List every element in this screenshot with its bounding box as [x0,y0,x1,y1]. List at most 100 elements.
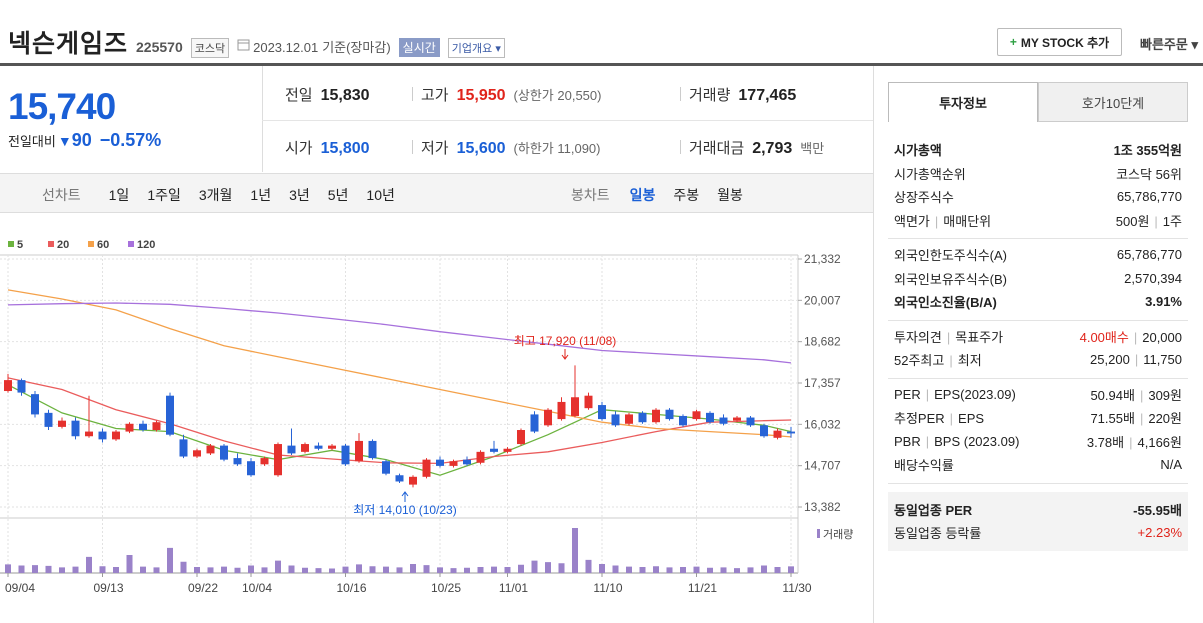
side-group: 외국인한도주식수(A) 65,786,770 외국인보유주식수(B) 2,570,39… [888,239,1188,321]
label-part: PER [894,386,921,402]
legend-label: 60 [97,239,109,251]
volume-bar [396,567,403,573]
candle-body [233,458,242,465]
quick-order[interactable]: 빠른주문 ▾ [1140,37,1198,52]
value-part: 65,786,770 [1116,247,1182,263]
header-rule [0,63,1203,66]
volume-bar [653,566,659,573]
date: 2023.12.01 [253,40,319,55]
cell-separator [412,140,413,154]
value-part: 4.00매수 [1079,329,1129,345]
side-row: 외국인보유주식수(B) 2,570,394 [888,267,1188,291]
candle-body [44,412,53,427]
quote-cell: 거래량 177,465 [689,84,796,105]
value-part: +2.23% [1137,525,1182,541]
separator: | [1134,352,1139,368]
calendar-icon [237,39,250,51]
volume-bar [707,567,713,573]
volume-bar [558,563,565,573]
side-label: 시가총액순위 [894,164,966,183]
tab[interactable]: 투자정보 [888,82,1038,122]
cell-value: 15,950 [456,87,506,104]
volume-bar [86,556,92,573]
candle-body [152,422,161,431]
period-option[interactable]: 3년 [289,187,310,203]
period-option[interactable]: 1년 [250,187,272,203]
volume-bar [99,566,106,573]
volume-bar [221,566,227,573]
period-option[interactable]: 월봉 [717,187,743,203]
volume-bar [194,567,200,573]
company-dropdown[interactable]: 기업개요 ▾ [447,38,505,58]
candle-body [17,380,26,393]
candle-body [368,440,377,459]
quote-divider [262,66,263,172]
side-row: 동일업종 등락률 +2.23% [888,521,1188,545]
period-option[interactable]: 주봉 [673,187,700,203]
cell-value: 15,800 [320,140,370,157]
side-row: 외국인소진율(B/A) 3.91% [888,290,1188,314]
x-tick-label: 10/04 [242,581,272,595]
label-part: 시가총액 [894,143,942,159]
volume-bar [612,565,619,573]
side-row: 52주최고 | 최저 25,200 | 11,750 [888,348,1188,372]
candle-body [557,401,566,420]
volume-bar [261,567,268,573]
period-option[interactable]: 5년 [327,187,349,203]
volume-bar [626,566,632,573]
moving-average [7,289,792,438]
company-label: 기업개요 [451,43,493,55]
volume-bar [531,560,538,573]
separator: | [925,433,930,449]
volume-bar [140,566,146,573]
period-option[interactable]: 10년 [366,187,395,203]
candle-body [139,423,147,431]
realtime-button[interactable]: 실시간 [398,38,440,57]
y-tick-label: 17,357 [804,376,841,390]
cell-label: 거래량 [689,87,731,104]
volume-bar [450,568,457,573]
market-badge: 코스닥 [190,38,230,58]
quote-cell: 고가 15,950 (상한가 20,550) [421,84,601,105]
candle-body [301,444,309,452]
quote-cell: 시가 15,800 [285,137,370,158]
side-table: 시가총액 1조 355억원 시가총액순위 코스닥 56위 상장주식수 65,786,770… [888,134,1188,551]
value-part: 3.91% [1145,294,1182,310]
value-part: 20,000 [1142,329,1182,345]
candle-body [409,476,417,485]
period-option[interactable]: 일봉 [629,187,656,203]
min-arrow [401,491,409,502]
volume-legend: 거래량 [823,528,853,541]
candle-body [260,458,269,465]
volume-bar [410,564,416,573]
period-option[interactable]: 3개월 [198,187,233,203]
period-option[interactable]: 1주일 [147,187,181,203]
separator: | [946,329,951,345]
y-tick-label: 14,707 [804,459,841,473]
candle-body [341,445,350,465]
x-tick-label: 09/04 [5,581,35,595]
quick-order-label: 빠른주문 [1140,37,1188,52]
volume-bar [383,566,389,573]
volume-bar [315,568,322,573]
side-value: 3.78배 | 4,166원 [1087,432,1182,451]
mystock-button[interactable]: + MY STOCK 추가 [997,28,1122,56]
value-part: 2,570,394 [1124,270,1182,286]
label-part: 목표주가 [955,329,1004,345]
x-tick-label: 10/25 [431,581,461,595]
separator: | [1139,411,1144,427]
change-value: 90 [71,130,92,150]
volume-bar [761,565,767,573]
period-option[interactable]: 1일 [108,187,130,203]
period-bar [0,173,873,213]
value-part: 309원 [1148,387,1182,403]
value-part: 25,200 [1090,352,1130,368]
side-group: 동일업종 PER -55.95배 동일업종 등락률 +2.23% [888,491,1188,551]
candle-body [179,439,188,457]
side-row: 동일업종 PER -55.95배 [888,498,1188,522]
legend-label: 120 [137,239,155,251]
cell-value: 177,465 [738,87,797,104]
candle-body [692,411,701,420]
tab[interactable]: 호가10단계 [1038,82,1188,122]
candle-body [787,431,795,434]
